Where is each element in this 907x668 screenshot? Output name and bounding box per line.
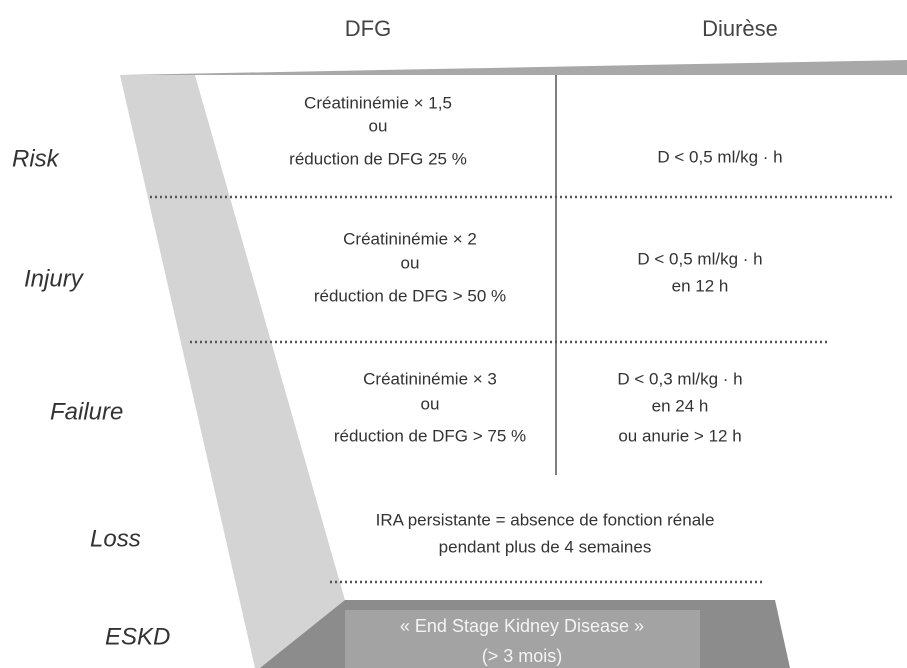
header-diurese: Diurèse [702,16,778,41]
eskd-text: « End Stage Kidney Disease » [400,616,644,636]
row-label: Risk [12,145,61,172]
cell-text: D < 0,5 ml/kg · h [657,147,782,166]
cell-text: Créatininémie × 1,5 [304,93,452,112]
row-label: Failure [50,398,123,425]
cell-text: IRA persistante = absence de fonction ré… [376,510,715,529]
cell-text: réduction de DFG > 75 % [334,426,526,445]
cell-text: réduction de DFG 25 % [289,149,467,168]
cell-text: ou [401,253,420,272]
header-dfg: DFG [345,16,391,41]
cell-text: Créatininémie × 2 [343,229,477,248]
cell-text: D < 0,5 ml/kg · h [637,249,762,268]
cell-text: pendant plus de 4 semaines [439,537,652,556]
cell-text: ou [421,394,440,413]
funnel-side [120,75,345,668]
eskd-box [345,610,700,668]
cell-text: Créatininémie × 3 [363,369,497,388]
funnel-top [120,60,907,75]
row-label: ESKD [105,623,170,650]
cell-text: ou anurie > 12 h [618,426,741,445]
funnel-face [195,75,907,600]
cell-text: en 24 h [652,396,709,415]
row-label: Loss [90,525,141,552]
row-label: Injury [24,265,85,292]
cell-text: D < 0,3 ml/kg · h [617,369,742,388]
cell-text: en 12 h [672,276,729,295]
cell-text: réduction de DFG > 50 % [314,286,506,305]
eskd-text: (> 3 mois) [482,646,563,666]
cell-text: ou [369,116,388,135]
